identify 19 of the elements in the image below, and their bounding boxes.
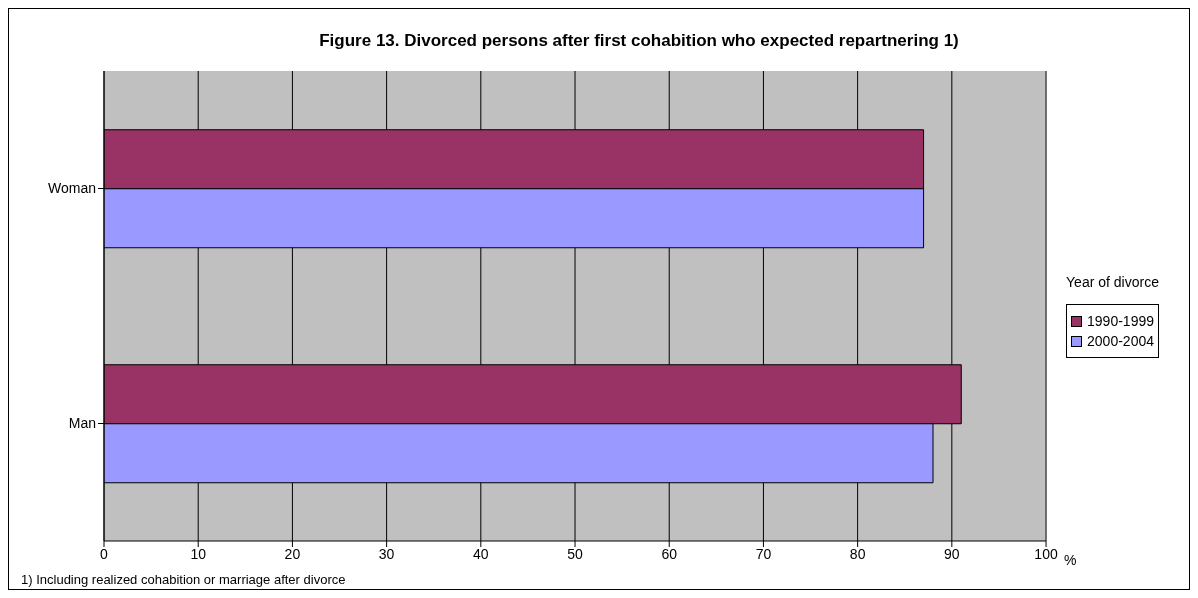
x-tick-label: 30	[378, 545, 395, 562]
legend-label: 1990-1999	[1087, 313, 1154, 329]
x-tick-label: 100	[1034, 545, 1058, 562]
x-tick-label: 70	[755, 545, 772, 562]
x-tick-label: 50	[567, 545, 584, 562]
text: 1) Including realized cohabition or marriage after divorce	[21, 572, 346, 587]
x-tick-label: 10	[190, 545, 207, 562]
chart-title: Figure 13. Divorced persons after first cohabition who expected repartnering 1)	[318, 31, 960, 51]
x-tick-label: 20	[284, 545, 301, 562]
y-tick-label: Woman	[48, 180, 96, 197]
x-tick-label: 0	[100, 545, 109, 562]
y-tick-label: Man	[68, 415, 96, 432]
x-tick-label: 60	[661, 545, 678, 562]
x-tick-label: 90	[944, 545, 960, 562]
x-tick-label: 80	[849, 545, 866, 562]
x-axis-title: %	[1064, 551, 1077, 568]
legend-title: Year of divorce	[1066, 274, 1159, 290]
legend-label: 2000-2004	[1087, 333, 1154, 349]
x-tick-label: 40	[473, 545, 489, 562]
